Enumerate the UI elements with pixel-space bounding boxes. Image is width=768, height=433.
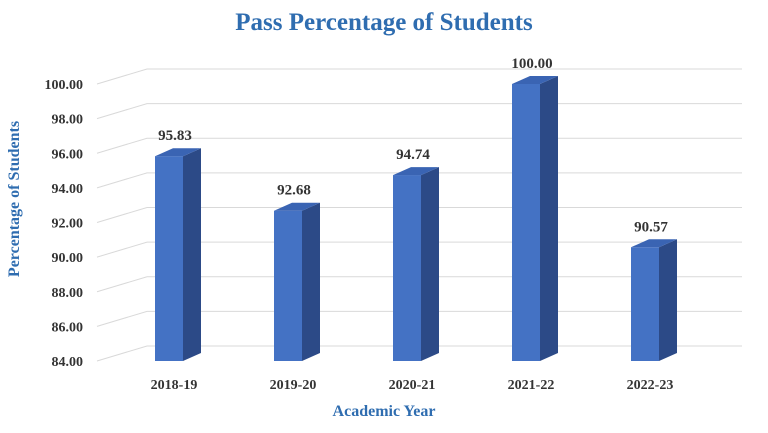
bar-front xyxy=(512,84,540,361)
y-tick-label: 96.00 xyxy=(52,147,84,162)
bar-front xyxy=(274,210,302,361)
y-tick-label: 100.00 xyxy=(45,78,84,93)
data-label: 92.68 xyxy=(277,183,311,199)
y-tick-label: 90.00 xyxy=(52,251,84,266)
y-axis-title: Percentage of Students xyxy=(6,121,23,277)
bar-front xyxy=(393,175,421,361)
bar xyxy=(631,239,677,361)
bar-top xyxy=(512,76,558,84)
bar-side xyxy=(659,239,677,361)
bar-front xyxy=(155,156,183,361)
gridline xyxy=(96,103,742,120)
x-tick-label: 2020-21 xyxy=(389,378,436,393)
bar-top xyxy=(631,239,677,248)
y-axis-ticks: 84.00 86.00 88.00 90.00 92.00 94.00 96.00 98.00… xyxy=(45,78,84,370)
data-label: 100.00 xyxy=(511,56,552,72)
data-labels: 95.83 92.68 94.74 100.00 90.57 xyxy=(158,56,668,235)
x-axis-ticks: 2018-19 2019-20 2020-21 2021-22 2022-23 xyxy=(151,378,674,393)
bar-front xyxy=(631,247,659,361)
y-tick-label: 84.00 xyxy=(52,355,84,370)
y-tick-label: 94.00 xyxy=(52,182,84,197)
x-tick-label: 2021-22 xyxy=(508,378,555,393)
x-tick-label: 2019-20 xyxy=(270,378,317,393)
grid-layer xyxy=(96,68,742,362)
y-tick-label: 98.00 xyxy=(52,113,84,128)
x-tick-label: 2022-23 xyxy=(627,378,674,393)
bar-side xyxy=(540,76,558,361)
bar-side xyxy=(183,148,201,361)
gridline xyxy=(96,68,742,85)
bar-top xyxy=(274,202,320,211)
y-tick-label: 92.00 xyxy=(52,217,84,232)
bar-side xyxy=(302,202,320,361)
data-label: 95.83 xyxy=(158,128,192,144)
y-tick-label: 88.00 xyxy=(52,286,84,301)
bar xyxy=(393,167,439,361)
bar-top xyxy=(155,148,201,157)
x-tick-label: 2018-19 xyxy=(151,378,198,393)
data-label: 94.74 xyxy=(396,147,430,163)
bar xyxy=(274,202,320,361)
chart-title: Pass Percentage of Students xyxy=(235,9,533,36)
bar xyxy=(512,76,558,361)
y-tick-label: 86.00 xyxy=(52,320,84,335)
bars xyxy=(155,76,677,361)
bar-top xyxy=(393,167,439,176)
x-axis-title: Academic Year xyxy=(333,403,436,420)
bar-side xyxy=(421,167,439,361)
data-label: 90.57 xyxy=(634,219,668,235)
bar xyxy=(155,148,201,361)
